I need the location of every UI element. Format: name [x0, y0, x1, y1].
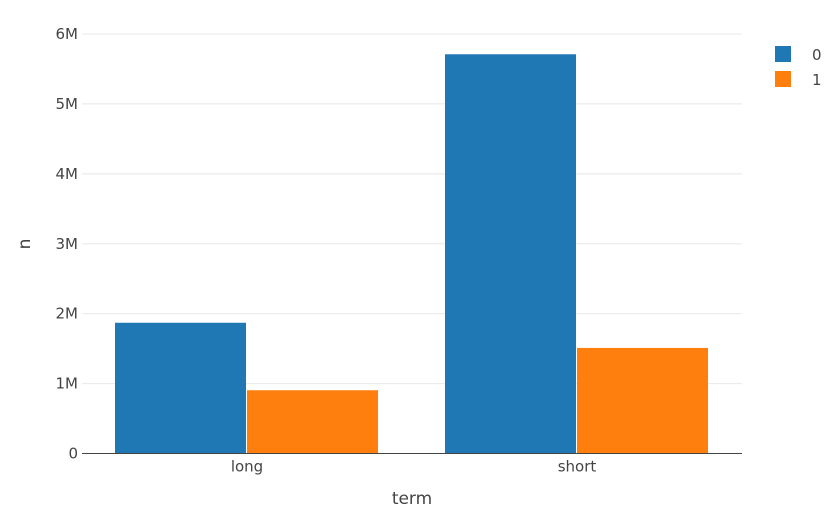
bar-short-series-0[interactable] — [445, 54, 576, 454]
legend-item-1[interactable]: 1 — [775, 71, 822, 89]
x-tick-label: long — [231, 458, 263, 476]
y-tick-label: 4M — [56, 165, 79, 183]
bar-long-series-0[interactable] — [115, 322, 246, 454]
legend-label: 1 — [812, 71, 822, 89]
bar-short-series-1[interactable] — [577, 347, 708, 454]
bar-long-series-1[interactable] — [247, 390, 378, 454]
x-tick-labels: long short — [231, 458, 597, 476]
y-tick-label: 6M — [56, 25, 79, 43]
legend-item-0[interactable]: 0 — [775, 46, 822, 64]
legend: 01 — [775, 46, 822, 89]
legend-label: 0 — [812, 46, 822, 64]
y-tick-label: 2M — [56, 305, 79, 323]
y-axis-title: n — [15, 239, 35, 250]
legend-swatch — [775, 71, 791, 87]
y-tick-label: 3M — [56, 235, 79, 253]
legend-swatch — [775, 46, 791, 62]
y-tick-labels: 0 1M 2M 3M 4M 5M 6M — [56, 25, 79, 463]
y-tick-label: 5M — [56, 95, 79, 113]
x-axis-title: term — [392, 489, 432, 508]
bars — [115, 54, 708, 454]
y-tick-label: 1M — [56, 375, 79, 393]
y-tick-label: 0 — [68, 445, 78, 463]
x-tick-label: short — [558, 458, 597, 476]
